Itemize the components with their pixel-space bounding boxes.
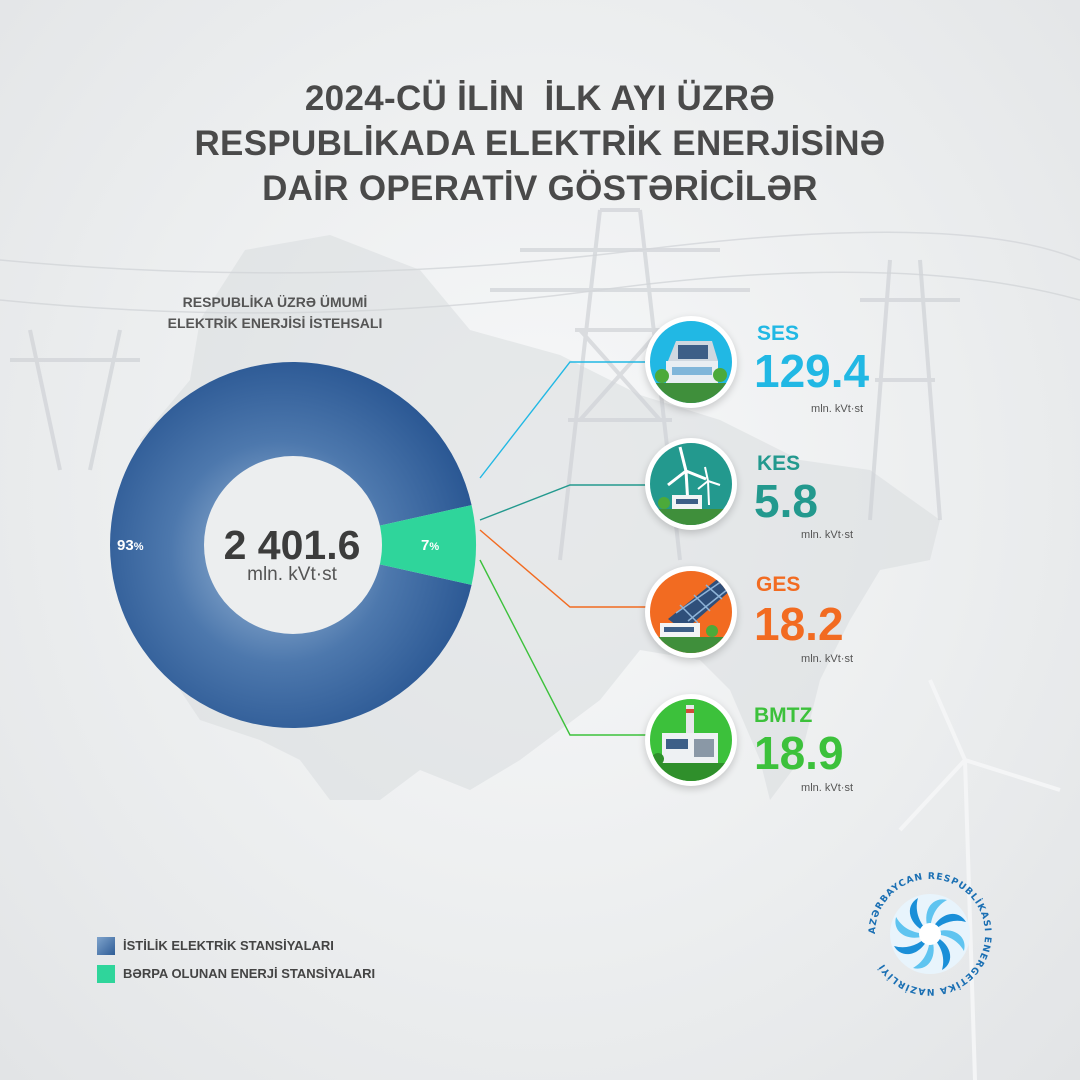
legend-label-renewable: BƏRPA OLUNAN ENERJİ STANSİYALARI [123,966,376,981]
legend-label-thermal: İSTİLİK ELEKTRİK STANSİYALARI [123,938,334,953]
ministry-logo: AZƏRBAYCAN RESPUBLİKASI ENERGETİKA NAZİR… [868,872,992,996]
logo-petal [909,898,930,934]
logo-petal [894,934,930,955]
station-name-ges: GES [756,573,801,596]
slice-label-thermal-suffix: % [133,541,144,553]
pylon-silhouette [10,208,960,561]
page-title: 2024-CÜ İLİN İLK AYI ÜZRƏ RESPUBLİKADA E… [0,76,1080,211]
logo-petal [895,917,930,938]
waste-plant-icon [645,694,737,786]
connector-line-kes [479,484,648,521]
solar-plant-icon [645,316,737,408]
logo-petal [930,934,951,970]
legend-item-thermal: İSTİLİK ELEKTRİK STANSİYALARI [97,937,334,955]
station-unit-ges: mln. kVt·st [801,653,853,665]
slice-label-renewable-value: 7 [421,537,430,554]
wind-turbine-icon [645,438,737,530]
logo-petal [930,913,966,934]
power-lines [0,231,1080,314]
legend-swatch-thermal [97,937,115,955]
connector-line-ges [479,529,648,608]
logo-petal [913,934,934,969]
title-line-2: RESPUBLİKADA ELEKTRİK ENERJİSİNƏ [194,124,886,163]
station-value-ses: 129.4 [754,345,870,397]
title-line-3: DAİR OPERATİV GÖSTƏRİCİLƏR [262,169,818,208]
title-line-1: 2024-CÜ İLİN İLK AYI ÜZRƏ [304,79,776,118]
total-value: 2 401.6 [223,522,361,568]
logo-petal [930,930,965,951]
donut-slice-renewable [293,505,476,585]
slice-label-thermal: 93% [117,537,143,556]
solar-panel-icon [645,566,737,658]
station-value-kes: 5.8 [754,475,818,527]
slice-label-renewable-suffix: % [429,541,440,553]
total-unit: mln. kVt·st [247,564,337,585]
station-name-ses: SES [757,322,800,345]
logo-petal [926,899,947,934]
legend-item-renewable: BƏRPA OLUNAN ENERJİ STANSİYALARI [97,965,375,983]
station-name-kes: KES [757,452,801,475]
chart-title-line-2: ELEKTRİK ENERJİSİ İSTEHSALI [167,315,383,331]
chart-title-line-1: RESPUBLİKA ÜZRƏ ÜMUMİ [182,294,368,310]
legend-swatch-renewable [97,965,115,983]
connector-lines [479,361,648,736]
station-unit-kes: mln. kVt·st [801,529,853,541]
connector-line-ses [479,361,648,479]
chart-title: RESPUBLİKA ÜZRƏ ÜMUMİ ELEKTRİK ENERJİSİ … [140,292,410,334]
wind-turbine-silhouette [898,679,1061,1080]
connector-line-bmtz [479,559,648,736]
station-unit-bmtz: mln. kVt·st [801,782,853,794]
station-unit-ses: mln. kVt·st [811,403,863,415]
slice-label-thermal-value: 93 [117,537,134,554]
slice-label-renewable: 7% [421,537,439,556]
station-value-bmtz: 18.9 [754,727,844,779]
station-value-ges: 18.2 [754,598,844,650]
donut-hole [204,456,382,634]
station-name-bmtz: BMTZ [754,704,813,727]
